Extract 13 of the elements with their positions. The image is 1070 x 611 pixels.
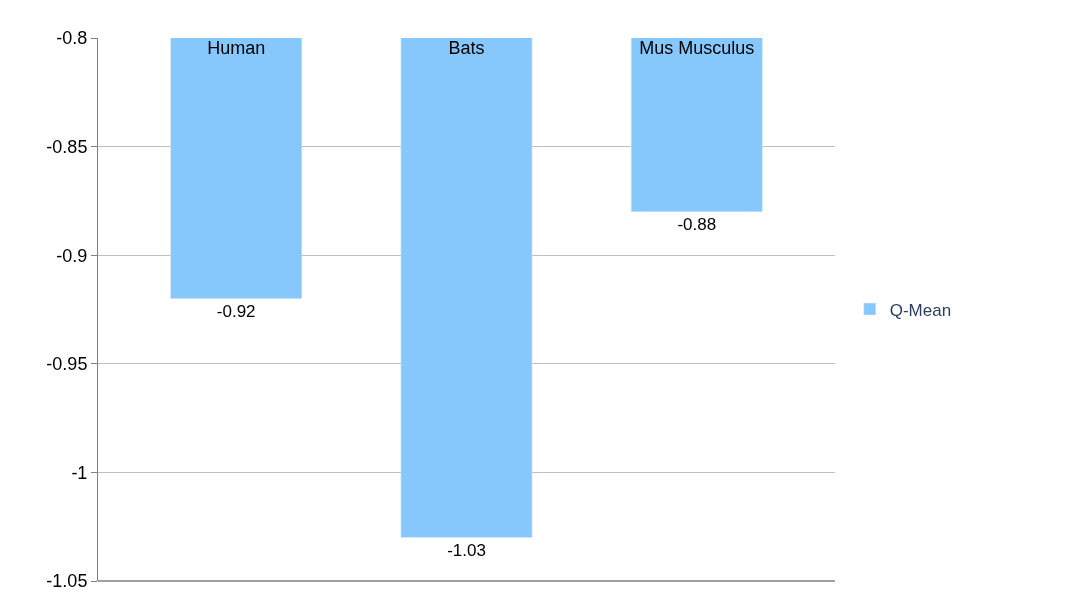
data-label: -0.88: [677, 214, 717, 234]
data-label: -0.92: [216, 301, 256, 321]
x-tick-label: Bats: [448, 37, 485, 58]
x-tick-label: Human: [207, 37, 266, 58]
data-label: -1.03: [447, 540, 486, 560]
x-tick-label: Mus Musculus: [639, 37, 755, 58]
y-tick-label: -0.8: [56, 28, 88, 49]
y-tick-label: -0.85: [46, 136, 88, 157]
y-tick-label: -1.05: [46, 571, 88, 592]
y-tick-label: -0.9: [56, 245, 88, 266]
y-tick-label: -1: [71, 462, 88, 483]
legend-label: Q-Mean: [889, 300, 952, 320]
y-tick-label: -0.95: [46, 354, 88, 375]
